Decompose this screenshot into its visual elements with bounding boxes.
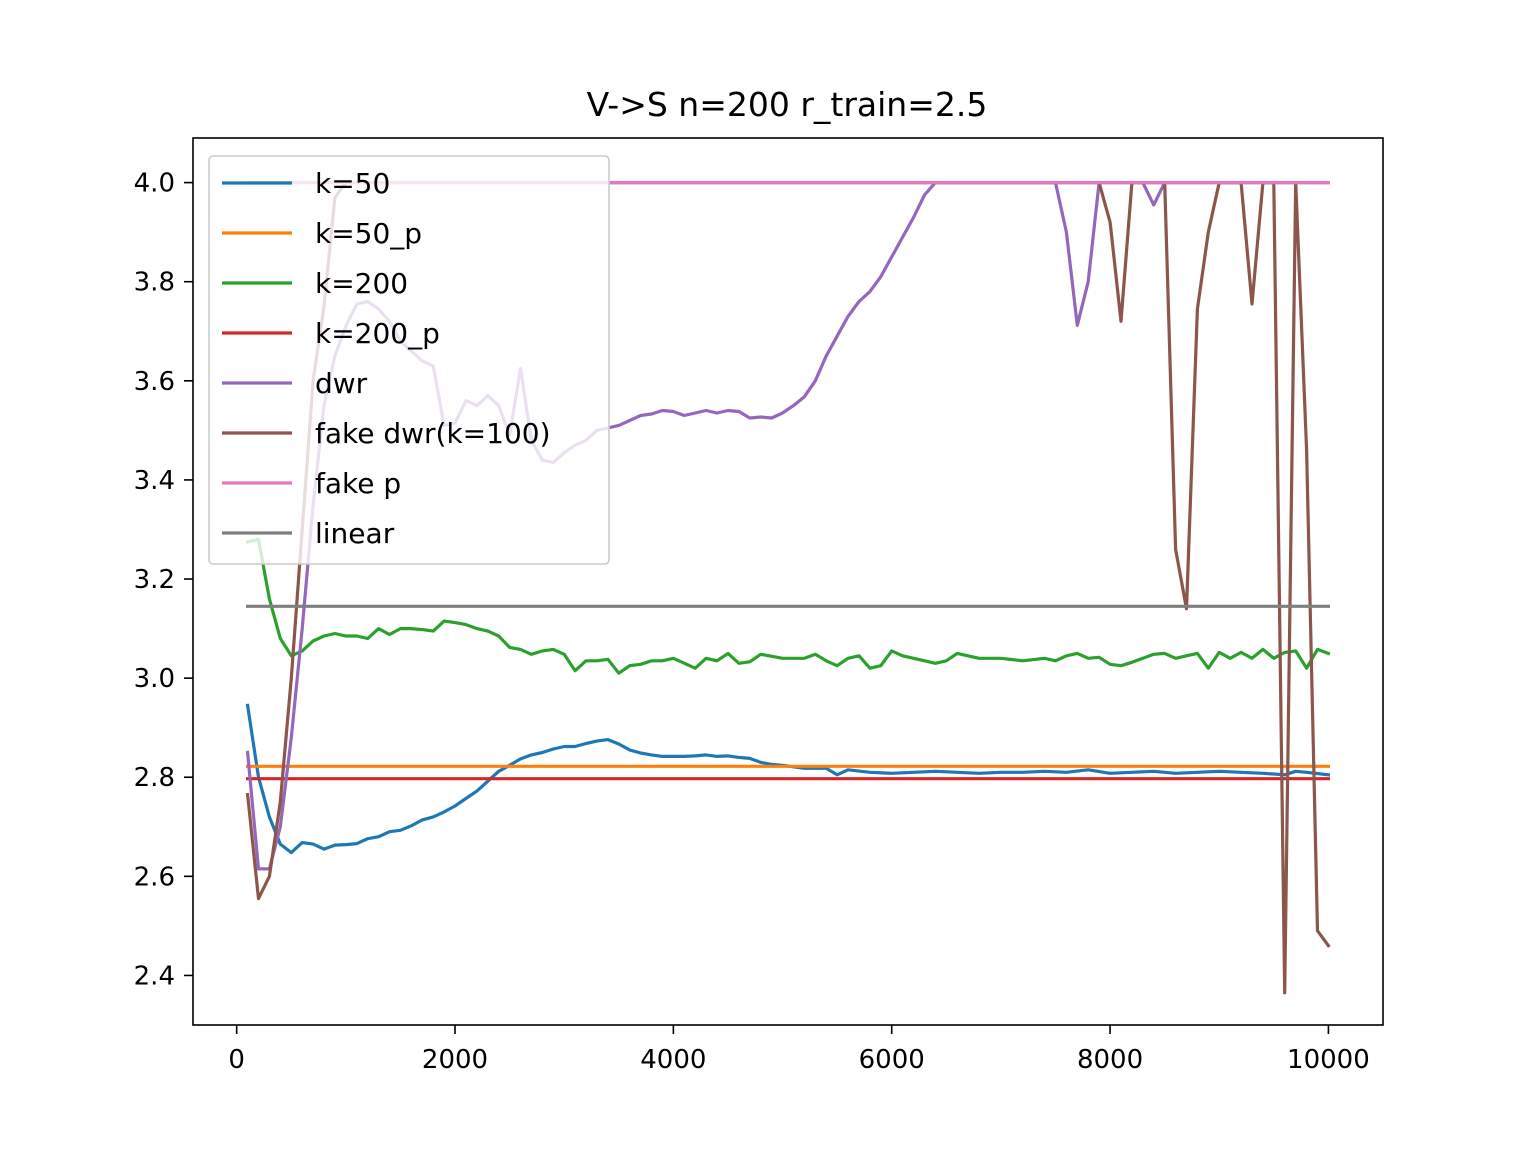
x-tick-label: 6000 — [859, 1045, 925, 1075]
chart-title: V->S n=200 r_train=2.5 — [587, 85, 988, 124]
y-tick-label: 3.2 — [134, 565, 175, 595]
plot-frame — [192, 137, 1384, 1026]
y-tick-label: 4.0 — [134, 169, 175, 199]
legend-label: fake dwr(k=100) — [315, 417, 551, 450]
y-axis: 2.4 2.6 2.8 3.0 3.2 3.4 3.6 3.8 4.0 — [134, 169, 193, 991]
legend-label: dwr — [315, 367, 368, 400]
legend-label: fake p — [315, 467, 401, 500]
x-tick-label: 8000 — [1077, 1045, 1143, 1075]
series-line-0 — [245, 703, 1331, 855]
x-tick-label: 0 — [228, 1045, 245, 1075]
x-tick-label: 10000 — [1287, 1045, 1370, 1075]
legend-label: k=200_p — [315, 317, 440, 350]
y-tick-label: 2.8 — [134, 763, 175, 793]
legend-box — [208, 155, 610, 565]
series-line-2 — [245, 537, 1331, 675]
legend-label: k=200 — [315, 267, 408, 300]
x-tick-label: 2000 — [422, 1045, 488, 1075]
y-tick-label: 2.6 — [134, 862, 175, 892]
y-tick-label: 3.4 — [134, 466, 175, 496]
x-tick-label: 4000 — [640, 1045, 706, 1075]
y-tick-label: 3.6 — [134, 367, 175, 397]
y-tick-label: 3.0 — [134, 664, 175, 694]
legend-label: k=50 — [315, 167, 390, 200]
y-tick-label: 3.8 — [134, 268, 175, 298]
legend-label: linear — [315, 517, 395, 550]
series-layer — [245, 181, 1331, 995]
legend-label: k=50_p — [315, 217, 422, 250]
y-tick-label: 2.4 — [134, 961, 175, 991]
x-axis: 0 2000 4000 6000 8000 10000 — [228, 1025, 1370, 1075]
